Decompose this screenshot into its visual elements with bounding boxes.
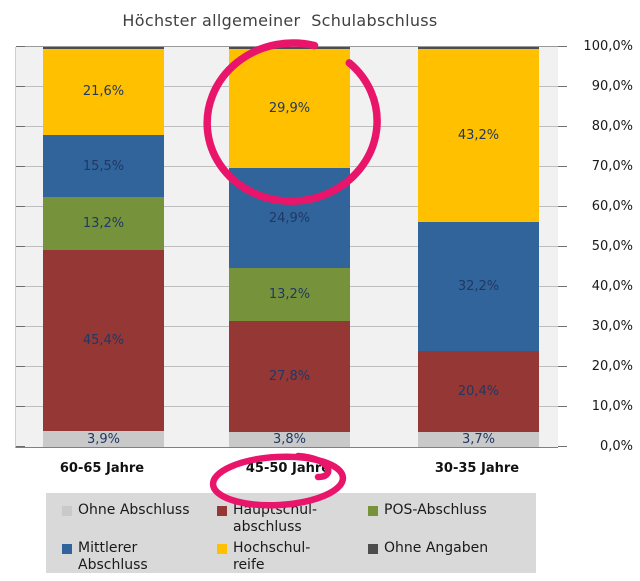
axis-tick: [16, 286, 25, 287]
legend-label: Hochschul- reife: [233, 540, 311, 573]
segment-value-label: 32,2%: [457, 278, 500, 294]
axis-tick: [558, 126, 567, 127]
y-tick-label: 10,0%: [591, 399, 633, 414]
legend-item: Mittlerer Abschluss: [62, 540, 217, 573]
axis-tick: [558, 446, 567, 447]
segment-value-label: 3,8%: [272, 431, 307, 447]
legend-swatch-icon: [217, 544, 227, 555]
legend-item: Ohne Angaben: [368, 540, 536, 557]
axis-tick: [16, 166, 25, 167]
legend-swatch-icon: [368, 544, 378, 555]
y-tick-label: 50,0%: [591, 239, 633, 254]
segment-value-label: 45,4%: [82, 333, 125, 349]
segment-value-label: 21,6%: [82, 84, 125, 100]
bar-segment: 27,8%: [229, 320, 350, 432]
y-tick-label: 80,0%: [591, 119, 633, 134]
axis-tick: [558, 366, 567, 367]
axis-tick: [16, 246, 25, 247]
x-axis: 60-65 Jahre 45-50 Jahre 30-35 Jahre: [15, 461, 557, 487]
bar-segment: 21,6%: [43, 48, 164, 136]
axis-tick: [558, 86, 567, 87]
bar-segment: 45,4%: [43, 249, 164, 432]
axis-tick: [558, 206, 567, 207]
axis-tick: [16, 406, 25, 407]
legend-swatch-icon: [368, 506, 378, 516]
axis-tick: [16, 326, 25, 327]
axis-tick: [16, 446, 25, 447]
x-category-label: 60-65 Jahre: [59, 461, 145, 476]
bar-segment: 29,9%: [229, 48, 350, 169]
axis-tick: [16, 46, 25, 47]
segment-value-label: 15,5%: [82, 158, 125, 174]
legend-label: POS-Abschluss: [384, 502, 487, 518]
y-tick-label: 100,0%: [583, 39, 633, 54]
bar-segment: 15,5%: [43, 135, 164, 198]
y-tick-label: 70,0%: [591, 159, 633, 174]
segment-value-label: 3,7%: [461, 432, 496, 448]
segment-value-label: 43,2%: [457, 127, 500, 143]
bar-segment: 43,2%: [418, 49, 539, 222]
axis-tick: [16, 86, 25, 87]
axis-tick: [558, 46, 567, 47]
axis-tick: [16, 206, 25, 207]
bar-segment: 13,2%: [229, 267, 350, 321]
y-tick-label: 30,0%: [591, 319, 633, 334]
axis-tick: [558, 166, 567, 167]
y-tick-label: 60,0%: [591, 199, 633, 214]
chart-title: Höchster allgemeiner Schulabschluss: [122, 11, 438, 30]
bar-segment: 20,4%: [418, 350, 539, 433]
bar-segment: 24,9%: [229, 168, 350, 268]
bar-segment: 3,7%: [418, 432, 539, 447]
bar-segment: 32,2%: [418, 221, 539, 351]
y-axis: 0,0% 10,0% 20,0% 30,0% 40,0% 50,0% 60,0% 70,0% 8…: [560, 39, 636, 454]
segment-value-label: 27,8%: [268, 368, 311, 384]
axis-tick: [558, 406, 567, 407]
segment-value-label: 3,9%: [86, 431, 121, 447]
x-category-label: 30-35 Jahre: [434, 461, 520, 476]
bar-segment: 3,8%: [229, 431, 350, 447]
bar-segment: [418, 47, 539, 50]
legend-swatch-icon: [62, 544, 72, 555]
legend-item: Hochschul- reife: [217, 540, 368, 573]
axis-tick: [558, 326, 567, 327]
legend-label: Mittlerer Abschluss: [78, 540, 148, 573]
legend-item: Hauptschul- abschluss: [217, 502, 368, 535]
legend-swatch-icon: [217, 506, 227, 516]
segment-value-label: 13,2%: [82, 215, 125, 231]
legend-label: Ohne Angaben: [384, 540, 489, 557]
legend-label: Hauptschul- abschluss: [233, 502, 318, 535]
legend-item: Ohne Abschluss: [62, 502, 217, 519]
legend-swatch-icon: [62, 506, 72, 516]
axis-tick: [16, 126, 25, 127]
segment-value-label: 24,9%: [268, 210, 311, 226]
bar-segment: [43, 47, 164, 49]
bar-segment: [229, 47, 350, 49]
y-tick-label: 90,0%: [591, 79, 633, 94]
y-tick-label: 0,0%: [599, 439, 633, 454]
bar-segment: 13,2%: [43, 197, 164, 250]
segment-value-label: 20,4%: [457, 383, 500, 399]
bar-45-50 Jahre: 3,8% 27,8% 13,2% 24,9% 29,9%: [229, 47, 350, 447]
plot-area: 3,9% 45,4% 13,2% 15,5% 21,6% 3,8% 27,8% 13,2% 24…: [15, 46, 567, 448]
bar-60-65 Jahre: 3,9% 45,4% 13,2% 15,5% 21,6%: [43, 47, 164, 447]
segment-value-label: 29,9%: [268, 100, 311, 116]
x-category-label: 45-50 Jahre: [245, 461, 331, 476]
bar-30-35 Jahre: 3,7% 20,4% 32,2% 43,2%: [418, 47, 539, 447]
axis-tick: [558, 286, 567, 287]
legend-label: Ohne Abschluss: [78, 502, 190, 518]
y-tick-label: 40,0%: [591, 279, 633, 294]
bar-segment: 3,9%: [43, 431, 164, 447]
segment-value-label: 13,2%: [268, 286, 311, 302]
legend-item: POS-Abschluss: [368, 502, 536, 519]
y-tick-label: 20,0%: [591, 359, 633, 374]
axis-tick: [16, 366, 25, 367]
legend: Ohne Abschluss Hauptschul- abschluss POS-A…: [46, 493, 536, 573]
axis-tick: [558, 246, 567, 247]
